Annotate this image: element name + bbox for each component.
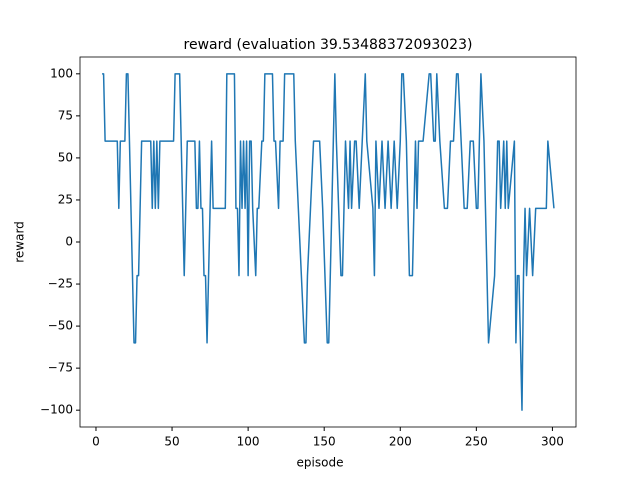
data-line xyxy=(102,73,555,411)
y-axis-label: reward xyxy=(13,221,27,263)
x-tick-label: 300 xyxy=(541,435,564,449)
x-axis-label: episode xyxy=(297,456,344,470)
chart-title: reward (evaluation 39.53488372093023) xyxy=(184,37,473,53)
x-tick-label: 200 xyxy=(389,435,412,449)
y-tick-label: 75 xyxy=(58,108,73,122)
y-tick-label: −50 xyxy=(48,319,73,333)
y-tick-label: 100 xyxy=(50,66,73,80)
y-tick-label: 25 xyxy=(58,192,73,206)
x-tick-label: 50 xyxy=(164,435,179,449)
axes-frame xyxy=(79,56,577,428)
x-tick-label: 250 xyxy=(465,435,488,449)
x-tick-label: 0 xyxy=(92,435,100,449)
y-tick-label: 50 xyxy=(58,150,73,164)
y-tick-label: −25 xyxy=(48,277,73,291)
y-tick-label: −100 xyxy=(40,403,73,417)
x-tick-label: 150 xyxy=(313,435,336,449)
y-tick-label: −75 xyxy=(48,361,73,375)
y-tick-label: 0 xyxy=(65,235,73,249)
x-tick-label: 100 xyxy=(237,435,260,449)
